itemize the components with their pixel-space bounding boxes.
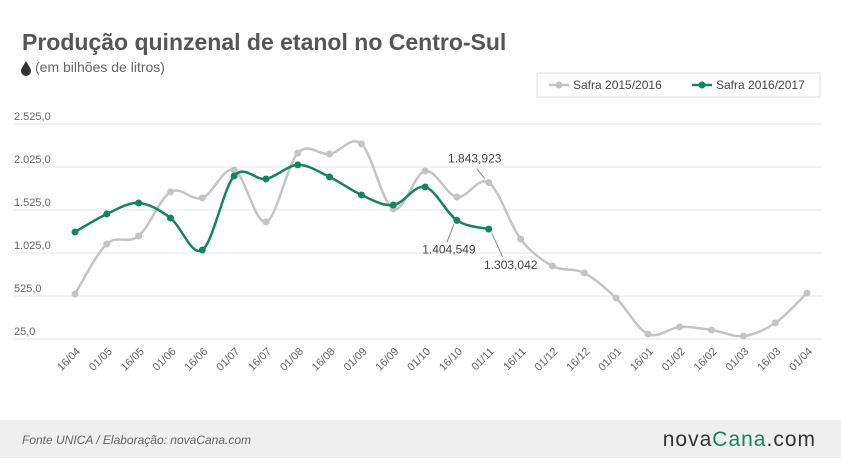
data-point xyxy=(644,330,652,338)
y-tick-label: 2.025,0 xyxy=(14,154,51,166)
logo: novaCana.com xyxy=(663,428,816,451)
data-point xyxy=(357,140,365,148)
data-label: 1.843,923 xyxy=(448,152,502,166)
data-point xyxy=(357,191,365,199)
data-point xyxy=(326,150,334,158)
logo-part: nova xyxy=(663,428,713,451)
legend-label: Safra 2015/2016 xyxy=(573,78,662,92)
drop-icon xyxy=(21,61,31,76)
logo-part: Cana xyxy=(712,428,766,451)
y-tick-label: 25,0 xyxy=(14,326,35,338)
legend-label: Safra 2016/2017 xyxy=(716,78,805,92)
data-point xyxy=(230,172,238,180)
data-point xyxy=(708,326,716,334)
data-point xyxy=(485,179,493,187)
y-tick-label: 525,0 xyxy=(14,283,42,295)
data-point xyxy=(326,173,334,181)
data-point xyxy=(676,323,684,331)
logo-part: .com xyxy=(766,428,816,451)
subtitle: (em bilhões de litros) xyxy=(35,59,165,75)
legend-swatch-dot xyxy=(698,81,706,89)
data-point xyxy=(230,166,238,174)
series-line xyxy=(74,163,490,253)
data-point xyxy=(453,216,461,224)
data-point xyxy=(453,193,461,201)
data-point xyxy=(103,210,111,218)
data-point xyxy=(485,225,493,233)
data-point xyxy=(421,183,429,191)
data-point xyxy=(135,232,143,240)
leader-line xyxy=(491,232,504,258)
data-point xyxy=(612,294,620,302)
y-tick-label: 1.025,0 xyxy=(14,240,51,252)
legend-box xyxy=(536,72,821,98)
data-point xyxy=(421,167,429,175)
chart-title: Produção quinzenal de etanol no Centro-S… xyxy=(22,29,506,55)
data-point xyxy=(262,175,270,183)
data-point xyxy=(71,290,79,298)
legend-swatch-dot xyxy=(555,81,563,89)
data-point xyxy=(548,262,556,270)
data-point xyxy=(739,332,747,340)
data-point xyxy=(135,199,143,207)
data-point xyxy=(198,194,206,202)
data-point xyxy=(294,161,302,169)
y-tick-label: 2.525,0 xyxy=(14,111,51,123)
data-point xyxy=(803,289,811,297)
data-point xyxy=(166,214,174,222)
data-point xyxy=(166,188,174,196)
data-point xyxy=(389,201,397,209)
data-point xyxy=(71,228,79,236)
leader-line xyxy=(476,168,486,179)
data-label: 1.404,549 xyxy=(422,242,476,256)
footer xyxy=(0,420,841,458)
data-point xyxy=(198,246,206,254)
y-tick-label: 1.525,0 xyxy=(14,197,51,209)
data-point xyxy=(103,240,111,248)
leader-line xyxy=(446,224,455,243)
data-point xyxy=(580,269,588,277)
data-point xyxy=(294,149,302,157)
source: Fonte UNICA / Elaboração: novaCana.com xyxy=(22,433,251,447)
data-label: 1.303,042 xyxy=(484,258,538,272)
data-point xyxy=(262,218,270,226)
data-point xyxy=(771,319,779,327)
data-point xyxy=(517,235,525,243)
